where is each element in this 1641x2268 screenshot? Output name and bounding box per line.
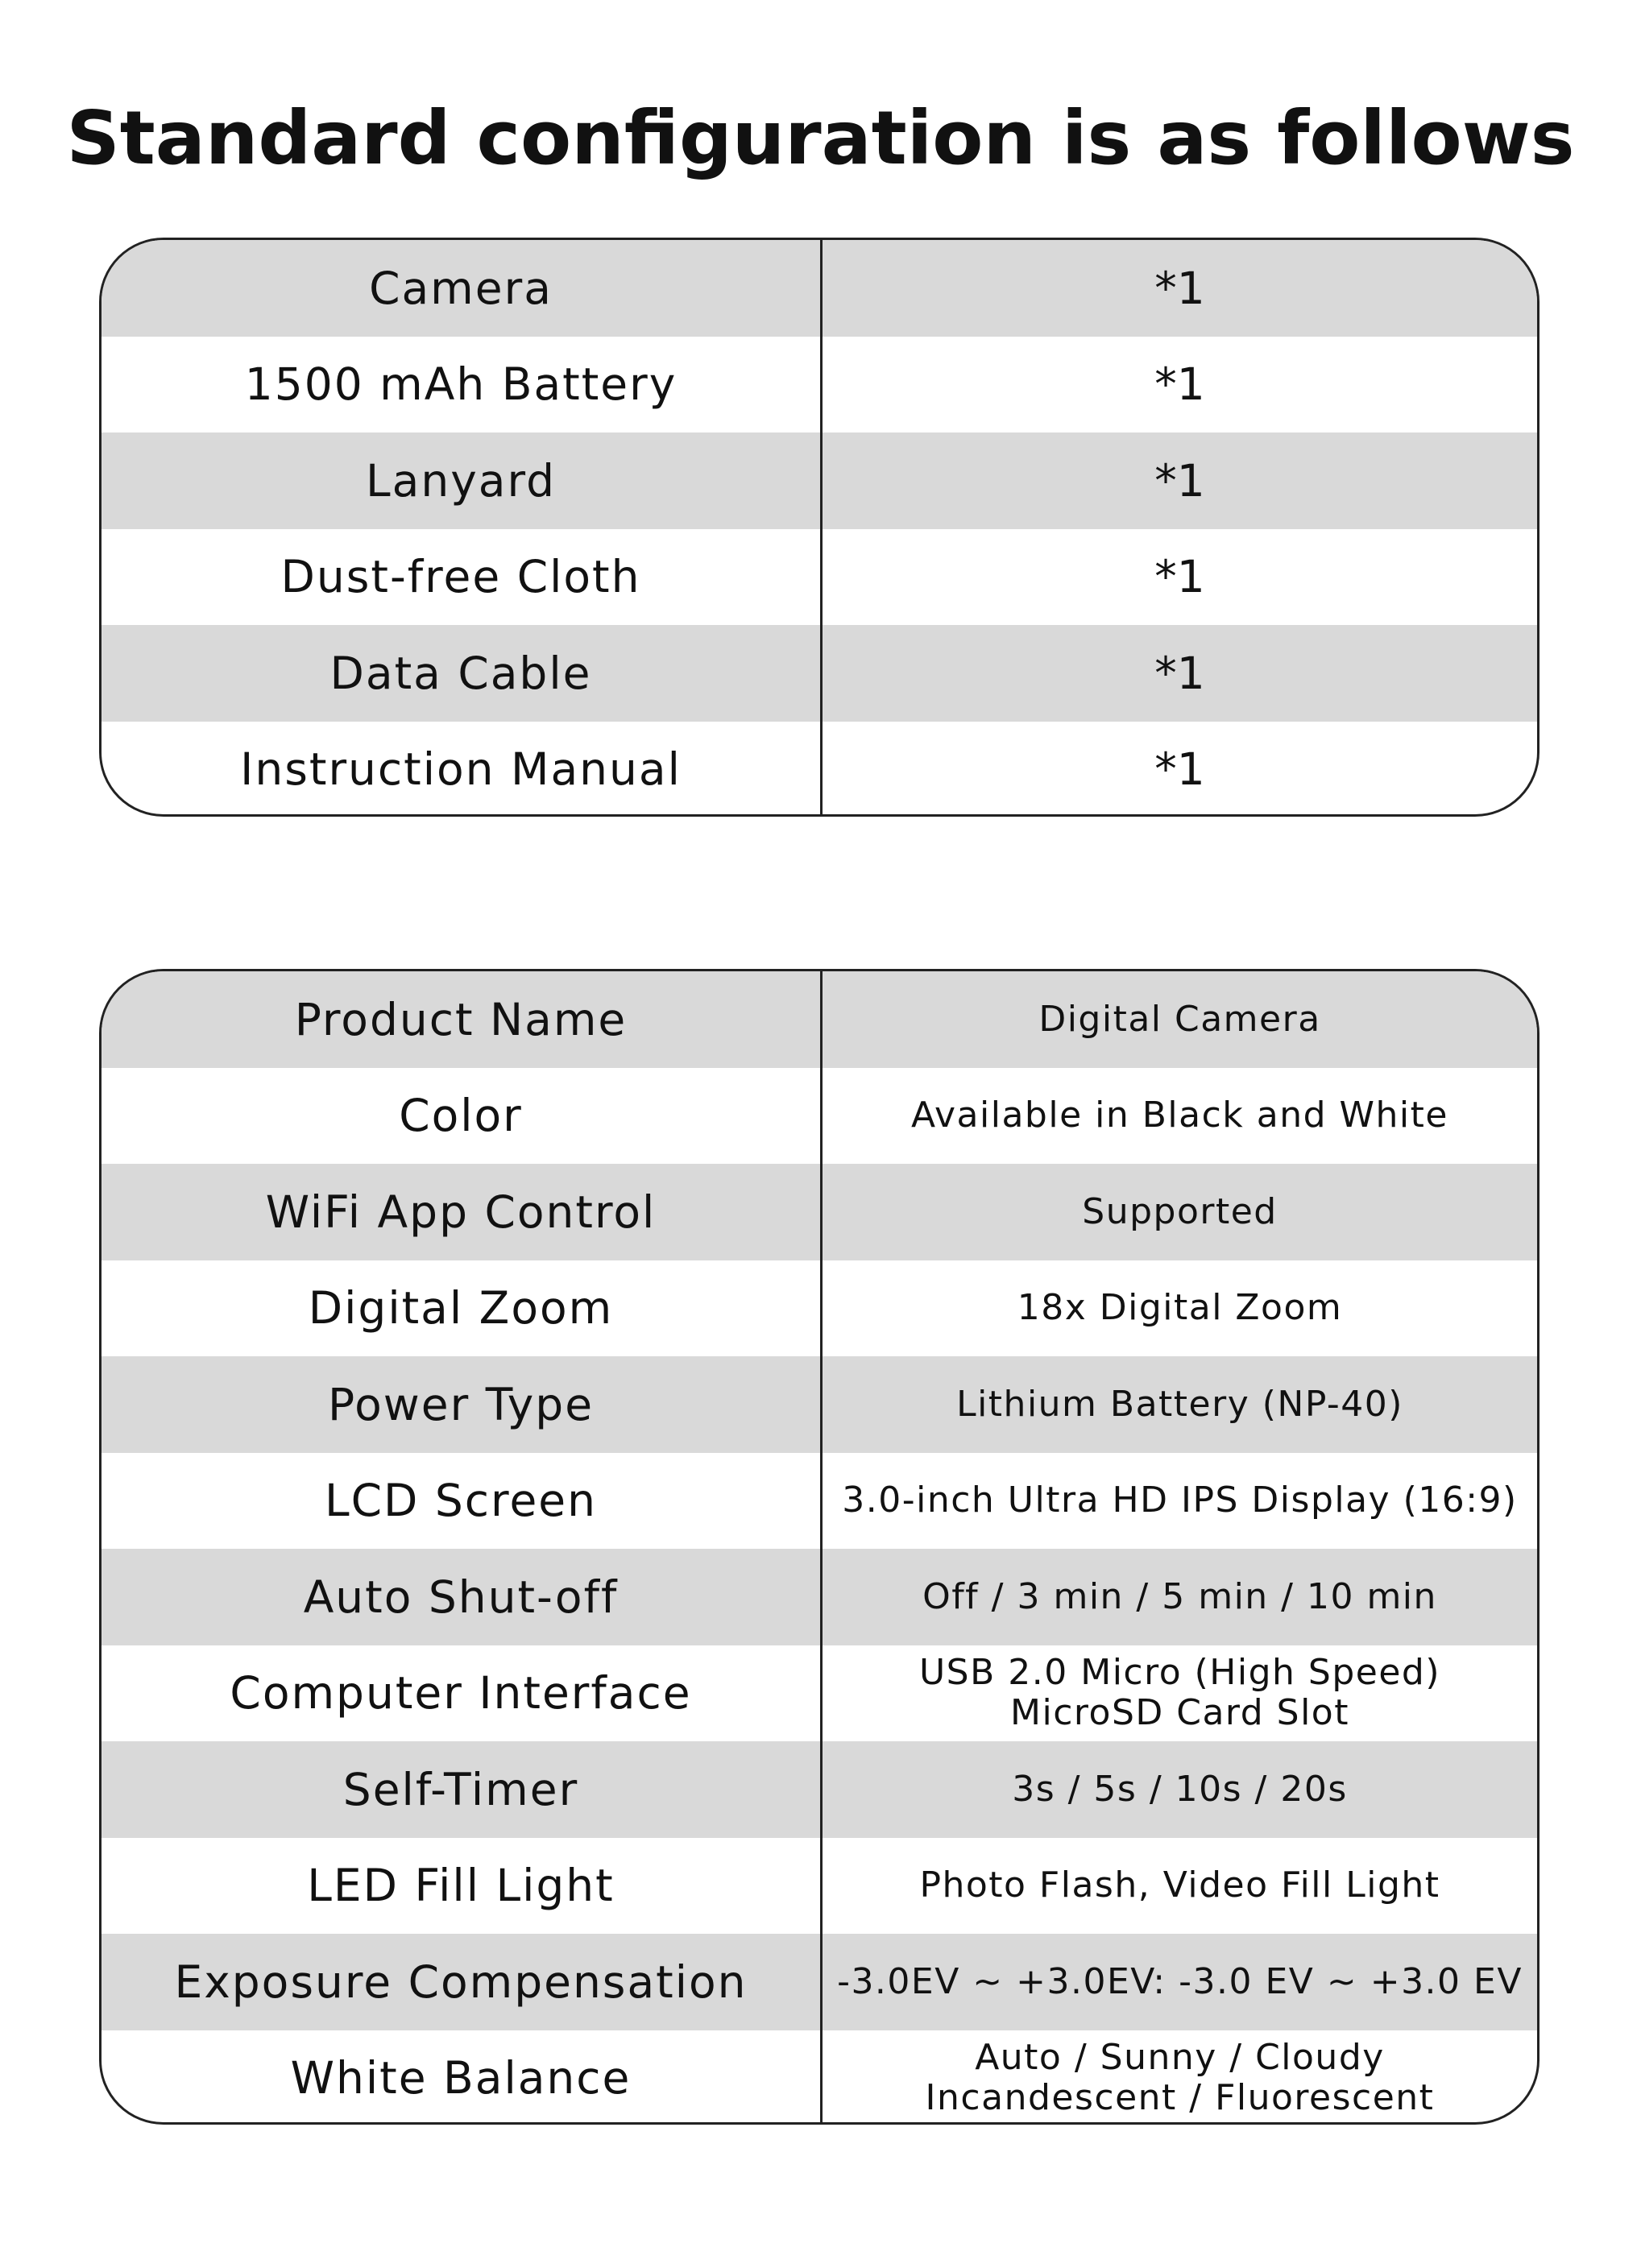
spec-value-cell: -3.0EV ~ +3.0EV: -3.0 EV ~ +3.0 EV xyxy=(837,1960,1523,2002)
table-row: WiFi App Control Supported xyxy=(102,1164,1537,1260)
spec-value-cell: 18x Digital Zoom xyxy=(1017,1287,1343,1329)
spec-value-cell: Supported xyxy=(1082,1190,1278,1232)
table-row: Power Type Lithium Battery (NP-40) xyxy=(102,1356,1537,1453)
table-row: Computer Interface USB 2.0 Micro (High Sp… xyxy=(102,1645,1537,1741)
table-row: Auto Shut-off Off / 3 min / 5 min / 10 mi… xyxy=(102,1549,1537,1645)
quantity-cell: *1 xyxy=(1154,262,1205,314)
spec-name-cell: Exposure Compensation xyxy=(102,1934,823,2030)
table-row: Self-Timer 3s / 5s / 10s / 20s xyxy=(102,1741,1537,1838)
table-row: Dust-free Cloth *1 xyxy=(102,528,1537,625)
item-name-cell: Data Cable xyxy=(102,625,823,722)
table-row: Digital Zoom 18x Digital Zoom xyxy=(102,1260,1537,1356)
spec-value-cell: Auto / Sunny / Cloudy Incandescent / Flu… xyxy=(925,2037,1435,2119)
item-name-cell: 1500 mAh Battery xyxy=(102,336,823,432)
spec-value-cell: Available in Black and White xyxy=(911,1095,1448,1136)
table-row: Product Name Digital Camera xyxy=(102,971,1537,1068)
quantity-cell: *1 xyxy=(1154,743,1205,796)
item-name-cell: Camera xyxy=(102,240,823,337)
table-row: White Balance Auto / Sunny / Cloudy Incan… xyxy=(102,2030,1537,2122)
spec-name-cell: LED Fill Light xyxy=(102,1837,823,1934)
quantity-cell: *1 xyxy=(1154,647,1205,699)
quantity-cell: *1 xyxy=(1154,454,1205,507)
table-row: Camera *1 xyxy=(102,240,1537,337)
table-row: Instruction Manual *1 xyxy=(102,721,1537,814)
item-name-cell: Dust-free Cloth xyxy=(102,528,823,625)
item-name-cell: Instruction Manual xyxy=(102,721,823,814)
package-list-table: Camera *1 1500 mAh Battery *1 Lanyard *1 Dust-… xyxy=(99,238,1539,817)
specs-table: Product Name Digital Camera Color Available… xyxy=(99,969,1539,2125)
spec-name-cell: Computer Interface xyxy=(102,1645,823,1741)
quantity-cell: *1 xyxy=(1154,358,1205,411)
table-row: Color Available in Black and White xyxy=(102,1067,1537,1164)
spec-value-cell: Lithium Battery (NP-40) xyxy=(956,1383,1403,1425)
table-row: Exposure Compensation -3.0EV ~ +3.0EV: -3… xyxy=(102,1934,1537,2030)
item-name-cell: Lanyard xyxy=(102,432,823,529)
table-row: Data Cable *1 xyxy=(102,625,1537,722)
table-row: Lanyard *1 xyxy=(102,432,1537,529)
spec-value-cell: USB 2.0 Micro (High Speed) MicroSD Card … xyxy=(918,1652,1441,1734)
spec-value-cell: Off / 3 min / 5 min / 10 min xyxy=(922,1575,1437,1617)
spec-name-cell: WiFi App Control xyxy=(102,1164,823,1260)
spec-name-cell: Color xyxy=(102,1067,823,1164)
spec-name-cell: Power Type xyxy=(102,1356,823,1453)
table-row: LCD Screen 3.0-inch Ultra HD IPS Display … xyxy=(102,1452,1537,1549)
quantity-cell: *1 xyxy=(1154,551,1205,603)
spec-value-cell: 3s / 5s / 10s / 20s xyxy=(1012,1768,1348,1810)
spec-name-cell: White Balance xyxy=(102,2030,823,2122)
spec-value-cell: Digital Camera xyxy=(1038,998,1321,1040)
spec-name-cell: Self-Timer xyxy=(102,1741,823,1838)
spec-name-cell: Product Name xyxy=(102,971,823,1068)
spec-value-cell: 3.0-inch Ultra HD IPS Display (16:9) xyxy=(842,1480,1518,1521)
page-title: Standard configuration is as follows xyxy=(66,95,1575,181)
table-row: 1500 mAh Battery *1 xyxy=(102,336,1537,432)
spec-value-cell: Photo Flash, Video Fill Light xyxy=(919,1864,1440,1906)
spec-name-cell: Auto Shut-off xyxy=(102,1549,823,1645)
table-row: LED Fill Light Photo Flash, Video Fill Li… xyxy=(102,1837,1537,1934)
spec-name-cell: Digital Zoom xyxy=(102,1260,823,1356)
spec-name-cell: LCD Screen xyxy=(102,1452,823,1549)
